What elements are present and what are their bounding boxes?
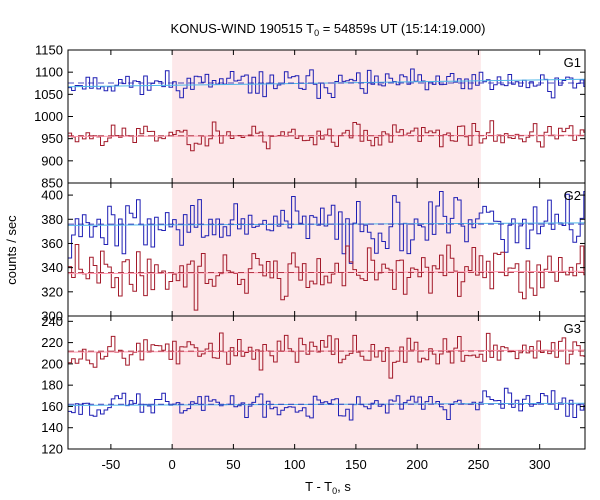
panel-label: G3 [564, 321, 581, 336]
background-fit-red [67, 270, 586, 275]
series-blue [68, 68, 585, 99]
x-axis-label: T - T0, s [305, 479, 351, 496]
panel-g2: 320 340 360 380 400 300 G2 [41, 182, 586, 324]
chart-title-prefix: KONUS-WIND 190515 T [171, 21, 315, 36]
y-tick-label: 360 [41, 236, 63, 251]
panel-label: G1 [564, 55, 581, 70]
x-tick-label: 200 [406, 457, 428, 472]
y-tick-label: 380 [41, 212, 63, 227]
x-axis-label-prefix: T - T [305, 479, 332, 494]
highlight-band [172, 316, 481, 449]
x-tick-label: 300 [529, 457, 551, 472]
panel-label: G2 [564, 188, 581, 203]
x-tick-label: 150 [345, 457, 367, 472]
series-blue [68, 387, 585, 421]
y-tick-label: 900 [41, 153, 63, 168]
y-axis-label: counts / sec [4, 215, 19, 285]
series-red [68, 120, 585, 152]
y-tick-label: 320 [41, 284, 63, 299]
x-tick-label: 100 [284, 457, 306, 472]
background-fit-blue [67, 222, 586, 226]
plot-area: 9009501000105011001150850G13203403603804… [34, 43, 586, 472]
y-tick-label: 200 [41, 356, 63, 371]
y-tick-label: 300 [41, 309, 63, 324]
chart-title-subscript: 0 [314, 28, 319, 38]
highlight-band [172, 183, 481, 316]
y-tick-label: 950 [41, 131, 63, 146]
highlight-band [172, 50, 481, 183]
series-red [68, 332, 585, 379]
x-tick-label: -50 [101, 457, 120, 472]
y-tick-label: 220 [41, 335, 63, 350]
x-tick-label: 0 [169, 457, 176, 472]
x-tick-label: 50 [226, 457, 240, 472]
y-tick-label: 120 [41, 442, 63, 457]
y-tick-label: 340 [41, 260, 63, 275]
panel-frame [67, 315, 586, 450]
y-tick-label: 1050 [34, 87, 63, 102]
x-tick-label: 250 [468, 457, 490, 472]
x-axis-label-suffix: , s [337, 479, 351, 494]
y-tick-label: 400 [41, 188, 63, 203]
background-fit-red [67, 134, 586, 137]
panel-g1: 900 950 1000 1050 1100 1150 850 G1 [34, 43, 586, 191]
background-fit-red [67, 349, 586, 353]
y-tick-label: 160 [41, 399, 63, 414]
x-axis-label-subscript: 0 [332, 486, 337, 496]
panel-g3: 120 140 160 180 200 220 240 G3 [41, 314, 586, 457]
y-tick-label: 1100 [35, 65, 63, 80]
y-tick-label: 1000 [34, 109, 63, 124]
series-red [68, 244, 585, 311]
chart-title: KONUS-WIND 190515 T0 = 54859s UT (15:14:… [171, 21, 486, 38]
background-fit-blue [67, 402, 586, 406]
y-tick-label: 850 [41, 176, 63, 191]
chart-title-suffix: = 54859s UT (15:14:19.000) [319, 21, 485, 36]
y-tick-label: 180 [41, 378, 63, 393]
background-fit-blue [67, 78, 586, 88]
y-tick-label: 1150 [35, 43, 63, 58]
y-tick-label: 140 [41, 420, 63, 435]
y-tick-label: 240 [41, 314, 63, 329]
